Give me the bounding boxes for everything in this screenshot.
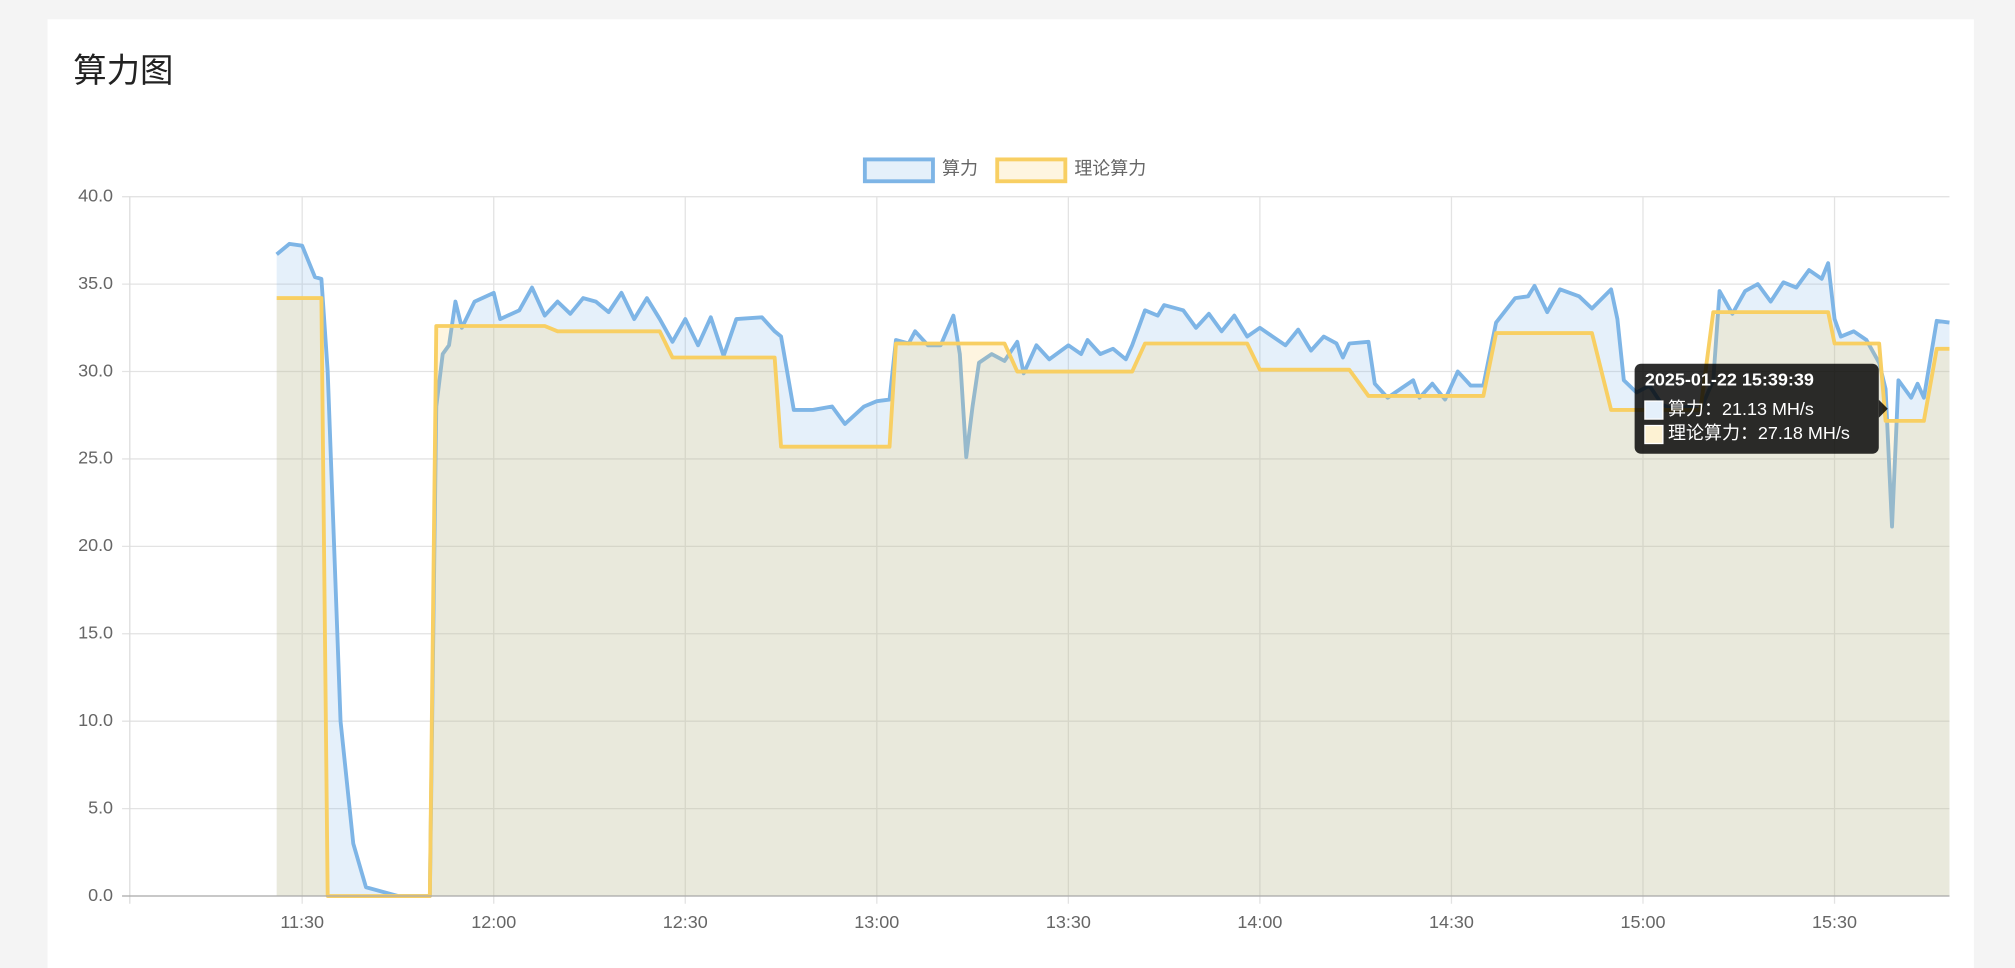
y-tick-label: 40.0 <box>78 185 113 205</box>
x-tick-label: 15:30 <box>1812 912 1857 932</box>
tooltip-title: 2025-01-22 15:39:39 <box>1645 369 1814 389</box>
tooltip-caret <box>1878 399 1888 418</box>
area <box>276 243 1950 897</box>
y-tick-label: 10.0 <box>78 710 113 730</box>
x-tick-label: 12:30 <box>663 912 708 932</box>
area <box>276 298 1950 897</box>
x-tick-label: 15:00 <box>1620 912 1665 932</box>
line <box>276 296 1950 898</box>
legend-label: 算力 <box>942 158 978 178</box>
x-tick-label: 11:30 <box>280 912 324 932</box>
y-tick-label: 5.0 <box>88 797 113 817</box>
y-tick-label: 0.0 <box>88 885 113 905</box>
x-tick-label: 13:30 <box>1046 912 1091 932</box>
tooltip-box <box>1634 363 1879 454</box>
tooltip: 2025-01-22 15:39:39 算力：21.13 MH/s 理论算力：2… <box>1634 363 1888 454</box>
tooltip-swatch <box>1644 424 1664 445</box>
legend-swatch <box>862 157 935 184</box>
x-tick-label: 13:00 <box>854 912 899 932</box>
chart-title: 算力图 <box>73 53 173 90</box>
x-tick-label: 12:00 <box>471 912 516 932</box>
tooltip-line: 理论算力：27.18 MH/s <box>1668 423 1850 443</box>
y-tick-label: 15.0 <box>78 623 113 643</box>
card <box>47 19 1974 968</box>
x-tick-label: 14:00 <box>1237 912 1282 932</box>
y-tick-label: 30.0 <box>78 360 113 380</box>
legend-label: 理论算力 <box>1074 158 1146 178</box>
y-tick-label: 25.0 <box>78 448 113 468</box>
y-tick-label: 20.0 <box>78 535 113 555</box>
legend-swatch <box>995 157 1068 184</box>
tooltip-swatch <box>1644 400 1664 420</box>
tooltip-line: 算力：21.13 MH/s <box>1668 399 1814 419</box>
y-tick-label: 35.0 <box>78 273 113 293</box>
x-tick-label: 14:30 <box>1429 912 1474 932</box>
